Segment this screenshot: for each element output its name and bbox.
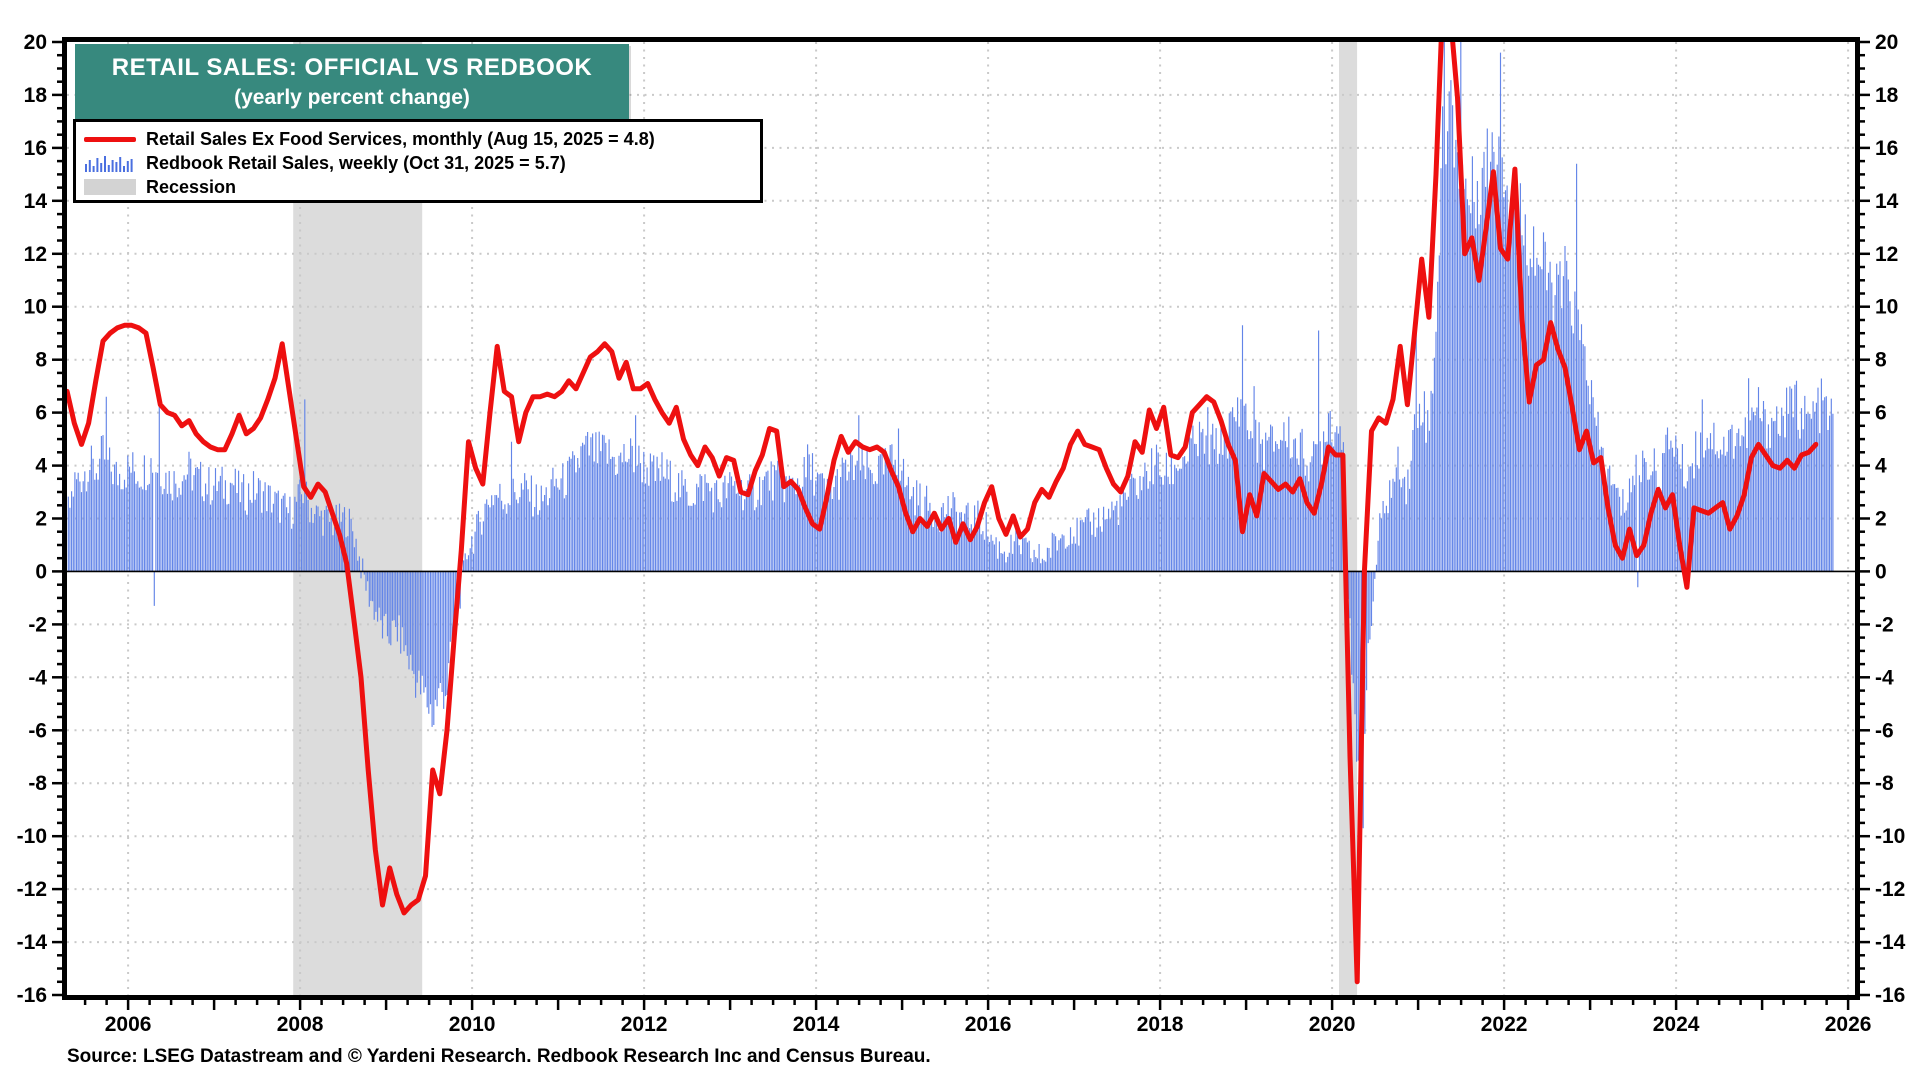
y-axis-label-left: -14 [17,931,48,954]
y-axis-label-right: -12 [1875,878,1905,901]
x-axis-label: 2006 [105,1013,152,1036]
y-axis-label-left: 8 [35,349,47,372]
y-axis-label-left: -12 [17,878,47,901]
y-axis-label-left: 12 [24,243,47,266]
x-axis-label: 2026 [1825,1013,1872,1036]
y-axis-label-right: 4 [1875,455,1887,478]
y-axis-label-right: -6 [1875,719,1894,742]
plot-frame [62,37,1860,1000]
red-line-icon [84,136,146,142]
y-axis-label-left: 10 [24,296,47,319]
y-axis-label-right: 14 [1875,190,1899,213]
y-axis-label-left: -8 [28,772,47,795]
page-title: RETAIL SALES: OFFICIAL VS REDBOOK [111,53,593,81]
y-axis-label-right: 6 [1875,402,1887,425]
x-axis-label: 2016 [965,1013,1012,1036]
y-axis-label-left: -4 [28,666,47,689]
y-axis-label-right: -8 [1875,772,1894,795]
y-axis-label-right: -10 [1875,825,1905,848]
y-axis-label-right: 0 [1875,560,1887,583]
y-axis-label-right: 16 [1875,137,1898,160]
source-credit: Source: LSEG Datastream and © Yardeni Re… [67,1046,931,1067]
x-axis-label: 2024 [1653,1013,1700,1036]
page-subtitle: (yearly percent change) [234,85,470,109]
y-axis-label-right: 10 [1875,296,1898,319]
y-axis-label-right: 18 [1875,84,1899,107]
y-axis-label-left: 14 [24,190,48,213]
x-axis-label: 2008 [277,1013,324,1036]
y-axis-label-left: 18 [24,84,48,107]
legend-label-official: Retail Sales Ex Food Services, monthly (… [146,128,655,149]
x-axis-label: 2014 [793,1013,840,1036]
x-axis-label: 2020 [1309,1013,1356,1036]
blue-bars-icon [84,153,146,173]
y-axis-label-left: 4 [35,455,47,478]
x-axis-label: 2018 [1137,1013,1184,1036]
y-axis-label-left: -2 [28,613,47,636]
x-axis-label: 2022 [1481,1013,1528,1036]
x-axis-label: 2010 [449,1013,496,1036]
official-retail-sales-line [67,42,1819,985]
y-axis-label-left: 6 [35,402,47,425]
y-axis-label-left: -16 [17,984,47,1007]
recession-band [1339,42,1358,995]
chart-title-box: RETAIL SALES: OFFICIAL VS REDBOOK (yearl… [75,44,629,119]
y-axis-label-left: -10 [17,825,47,848]
legend-item-recession: Recession [84,175,752,199]
y-axis-label-left: 0 [35,560,47,583]
y-axis-label-left: 20 [24,31,47,54]
y-axis-label-right: 20 [1875,31,1898,54]
chart-legend: Retail Sales Ex Food Services, monthly (… [73,119,763,203]
legend-label-redbook: Redbook Retail Sales, weekly (Oct 31, 20… [146,152,566,173]
y-axis-label-left: -6 [28,719,47,742]
y-axis-label-right: 2 [1875,508,1887,531]
x-axis-label: 2012 [621,1013,668,1036]
legend-label-recession: Recession [146,176,237,197]
y-axis-label-right: 12 [1875,243,1898,266]
legend-item-redbook: Redbook Retail Sales, weekly (Oct 31, 20… [84,151,752,175]
y-axis-label-right: 8 [1875,349,1887,372]
y-axis-label-right: -16 [1875,984,1905,1007]
y-axis-label-right: -14 [1875,931,1906,954]
y-axis-label-right: -2 [1875,613,1894,636]
y-axis-label-left: 2 [35,508,47,531]
recession-box-icon [84,179,146,195]
y-axis-label-left: 16 [24,137,47,160]
legend-item-official: Retail Sales Ex Food Services, monthly (… [84,127,752,151]
y-axis-label-right: -4 [1875,666,1894,689]
